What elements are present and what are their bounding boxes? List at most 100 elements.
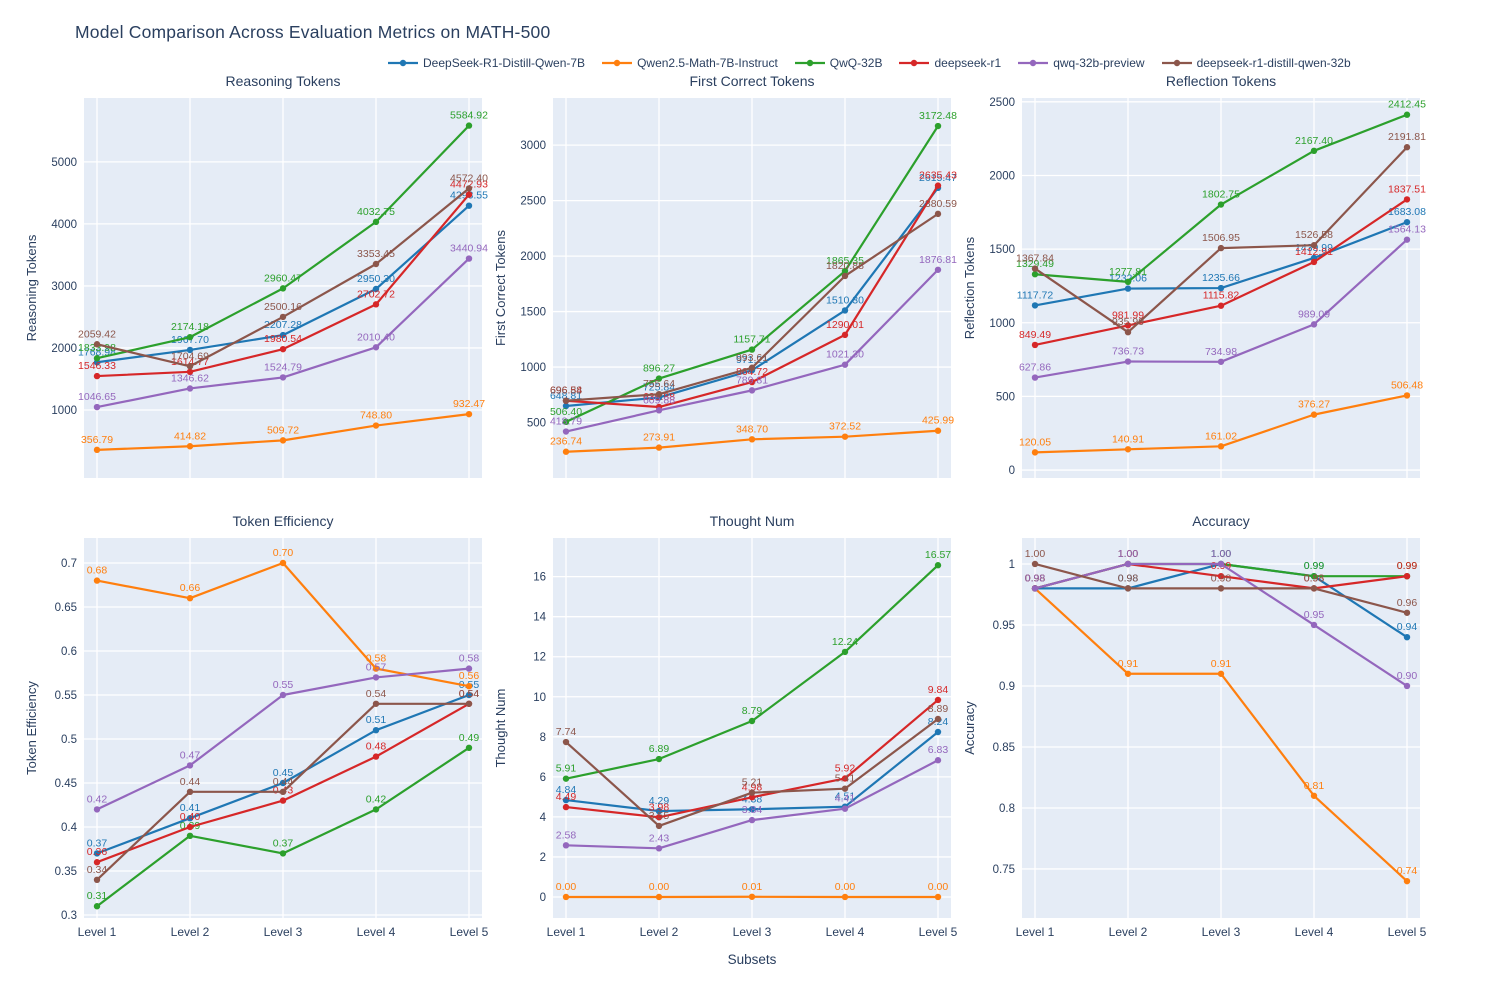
data-point[interactable] <box>1403 633 1411 641</box>
data-point[interactable] <box>655 822 663 830</box>
data-point[interactable] <box>372 344 380 351</box>
data-point[interactable] <box>562 418 570 426</box>
data-point[interactable] <box>841 805 849 812</box>
data-point[interactable] <box>655 755 663 763</box>
data-point[interactable] <box>1124 446 1132 453</box>
data-point[interactable] <box>93 355 101 362</box>
data-point[interactable] <box>748 364 756 371</box>
data-point[interactable] <box>934 562 942 569</box>
data-point[interactable] <box>465 185 473 192</box>
data-point[interactable] <box>1310 792 1318 799</box>
data-point[interactable] <box>186 594 194 602</box>
data-point[interactable] <box>1124 560 1132 568</box>
data-point[interactable] <box>655 407 663 414</box>
data-point[interactable] <box>279 559 287 567</box>
data-point[interactable] <box>279 374 287 381</box>
data-point[interactable] <box>372 674 380 681</box>
data-point[interactable] <box>372 727 380 734</box>
data-point[interactable] <box>186 788 194 796</box>
data-point[interactable] <box>1031 341 1039 349</box>
data-point[interactable] <box>562 448 570 455</box>
data-point[interactable] <box>1124 358 1132 365</box>
data-point[interactable] <box>562 775 570 782</box>
data-point[interactable] <box>1403 682 1411 690</box>
data-point[interactable] <box>1403 572 1411 580</box>
data-point[interactable] <box>279 797 287 804</box>
data-point[interactable] <box>1217 244 1225 252</box>
data-point[interactable] <box>748 346 756 353</box>
data-point[interactable] <box>465 255 473 262</box>
data-point[interactable] <box>186 443 194 450</box>
data-point[interactable] <box>465 202 473 209</box>
data-point[interactable] <box>748 893 756 900</box>
data-point[interactable] <box>1124 585 1132 592</box>
data-point[interactable] <box>1310 621 1318 629</box>
data-point[interactable] <box>1124 322 1132 329</box>
data-point[interactable] <box>1310 258 1318 266</box>
data-point[interactable] <box>465 665 473 672</box>
data-point[interactable] <box>841 267 849 275</box>
legend-item-qwq-32b[interactable]: QwQ-32B <box>794 56 882 70</box>
data-point[interactable] <box>372 301 380 308</box>
data-point[interactable] <box>1310 572 1318 580</box>
data-point[interactable] <box>1217 358 1225 365</box>
data-point[interactable] <box>934 757 942 764</box>
legend-item-qwen2-5-math-7b-instruct[interactable]: Qwen2.5-Math-7B-Instruct <box>602 56 778 70</box>
data-point[interactable] <box>93 859 101 866</box>
data-point[interactable] <box>562 803 570 811</box>
data-point[interactable] <box>372 806 380 813</box>
data-point[interactable] <box>1031 374 1039 381</box>
data-point[interactable] <box>655 807 663 815</box>
data-point[interactable] <box>1124 285 1132 292</box>
data-point[interactable] <box>93 850 101 857</box>
data-point[interactable] <box>841 893 849 901</box>
data-point[interactable] <box>372 665 380 672</box>
data-point[interactable] <box>934 427 942 434</box>
data-point[interactable] <box>186 363 194 370</box>
data-point[interactable] <box>1124 278 1132 286</box>
data-point[interactable] <box>748 806 756 813</box>
data-point[interactable] <box>1403 218 1411 226</box>
data-point[interactable] <box>748 789 756 796</box>
data-point[interactable] <box>748 816 756 824</box>
data-point[interactable] <box>372 285 380 293</box>
legend-item-deepseek-r1[interactable]: deepseek-r1 <box>899 56 1001 70</box>
legend-item-deepseek-r1-distill-qwen-7b[interactable]: DeepSeek-R1-Distill-Qwen-7B <box>388 56 585 70</box>
data-point[interactable] <box>372 260 380 268</box>
data-point[interactable] <box>1217 201 1225 208</box>
data-point[interactable] <box>1403 111 1411 118</box>
data-point[interactable] <box>1310 147 1318 155</box>
data-point[interactable] <box>279 437 287 444</box>
data-point[interactable] <box>1217 670 1225 677</box>
data-point[interactable] <box>841 272 849 280</box>
data-point[interactable] <box>1217 560 1225 568</box>
data-point[interactable] <box>655 390 663 398</box>
data-point[interactable] <box>1403 236 1411 243</box>
data-point[interactable] <box>372 218 380 226</box>
data-point[interactable] <box>562 402 570 410</box>
data-point[interactable] <box>465 744 473 752</box>
data-point[interactable] <box>1217 443 1225 450</box>
data-point[interactable] <box>279 285 287 292</box>
data-point[interactable] <box>465 682 473 690</box>
data-point[interactable] <box>841 775 849 782</box>
legend-item-qwq-32b-preview[interactable]: qwq-32b-preview <box>1018 56 1145 70</box>
data-point[interactable] <box>186 762 194 769</box>
data-point[interactable] <box>841 361 849 368</box>
data-point[interactable] <box>93 403 101 411</box>
data-point[interactable] <box>562 397 570 404</box>
data-point[interactable] <box>934 210 942 218</box>
data-point[interactable] <box>93 577 101 584</box>
data-point[interactable] <box>279 779 287 787</box>
data-point[interactable] <box>748 794 756 801</box>
data-point[interactable] <box>186 815 194 822</box>
data-point[interactable] <box>655 845 663 852</box>
data-point[interactable] <box>93 372 101 380</box>
data-point[interactable] <box>279 788 287 796</box>
data-point[interactable] <box>1403 196 1411 203</box>
data-point[interactable] <box>841 433 849 440</box>
data-point[interactable] <box>279 313 287 321</box>
data-point[interactable] <box>93 876 101 884</box>
data-point[interactable] <box>1124 328 1132 336</box>
data-point[interactable] <box>1310 585 1318 592</box>
